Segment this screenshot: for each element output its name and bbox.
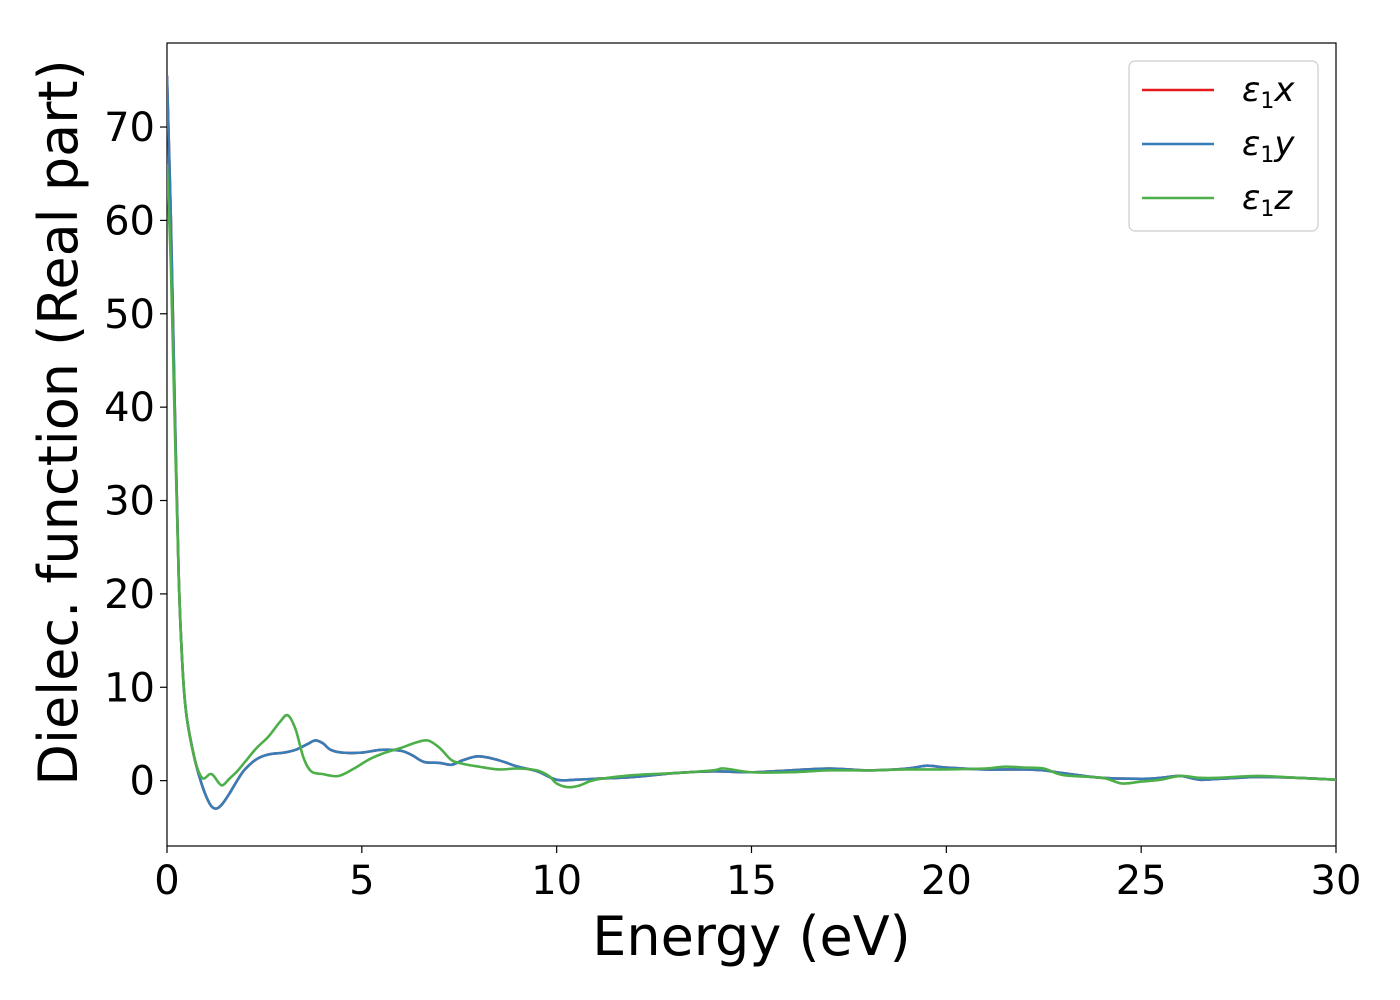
legend-symbol: ε bbox=[1242, 124, 1260, 164]
y-tick-label: 10 bbox=[104, 665, 155, 711]
y-tick-label: 70 bbox=[104, 105, 155, 151]
y-tick-label: 60 bbox=[104, 198, 155, 244]
legend-component: x bbox=[1273, 70, 1295, 110]
y-tick-label: 20 bbox=[104, 572, 155, 618]
y-tick-label: 40 bbox=[104, 385, 155, 431]
x-axis: 0 5 10 15 20 25 30 bbox=[154, 846, 1361, 904]
x-tick-label: 20 bbox=[921, 858, 972, 904]
legend-box bbox=[1128, 60, 1319, 232]
series-line-z bbox=[167, 164, 1336, 789]
y-tick-label: 30 bbox=[104, 479, 155, 525]
y-tick-label: 0 bbox=[130, 759, 155, 805]
series-layer bbox=[167, 75, 1336, 810]
x-tick-label: 10 bbox=[531, 858, 582, 904]
x-tick-label: 0 bbox=[154, 858, 179, 904]
legend-subscript: 1 bbox=[1260, 89, 1274, 114]
y-axis-title: Dielec. function (Real part) bbox=[27, 59, 90, 785]
x-tick-label: 15 bbox=[726, 858, 777, 904]
x-tick-label: 5 bbox=[349, 858, 374, 904]
legend-subscript: 1 bbox=[1260, 197, 1274, 222]
legend-symbol: ε bbox=[1242, 178, 1260, 218]
y-tick-label: 50 bbox=[104, 292, 155, 338]
x-tick-label: 25 bbox=[1116, 858, 1167, 904]
legend-subscript: 1 bbox=[1260, 143, 1274, 168]
legend-component: z bbox=[1273, 178, 1293, 218]
x-tick-label: 30 bbox=[1311, 858, 1362, 904]
legend-symbol: ε bbox=[1242, 70, 1260, 110]
legend-label-y: ε1y bbox=[1242, 124, 1295, 168]
y-axis: 0 10 20 30 40 50 60 70 bbox=[104, 105, 167, 805]
legend-label-z: ε1z bbox=[1242, 178, 1293, 222]
legend-component: y bbox=[1273, 124, 1295, 164]
legend-label-x: ε1x bbox=[1242, 70, 1295, 114]
x-axis-title: Energy (eV) bbox=[592, 905, 911, 968]
